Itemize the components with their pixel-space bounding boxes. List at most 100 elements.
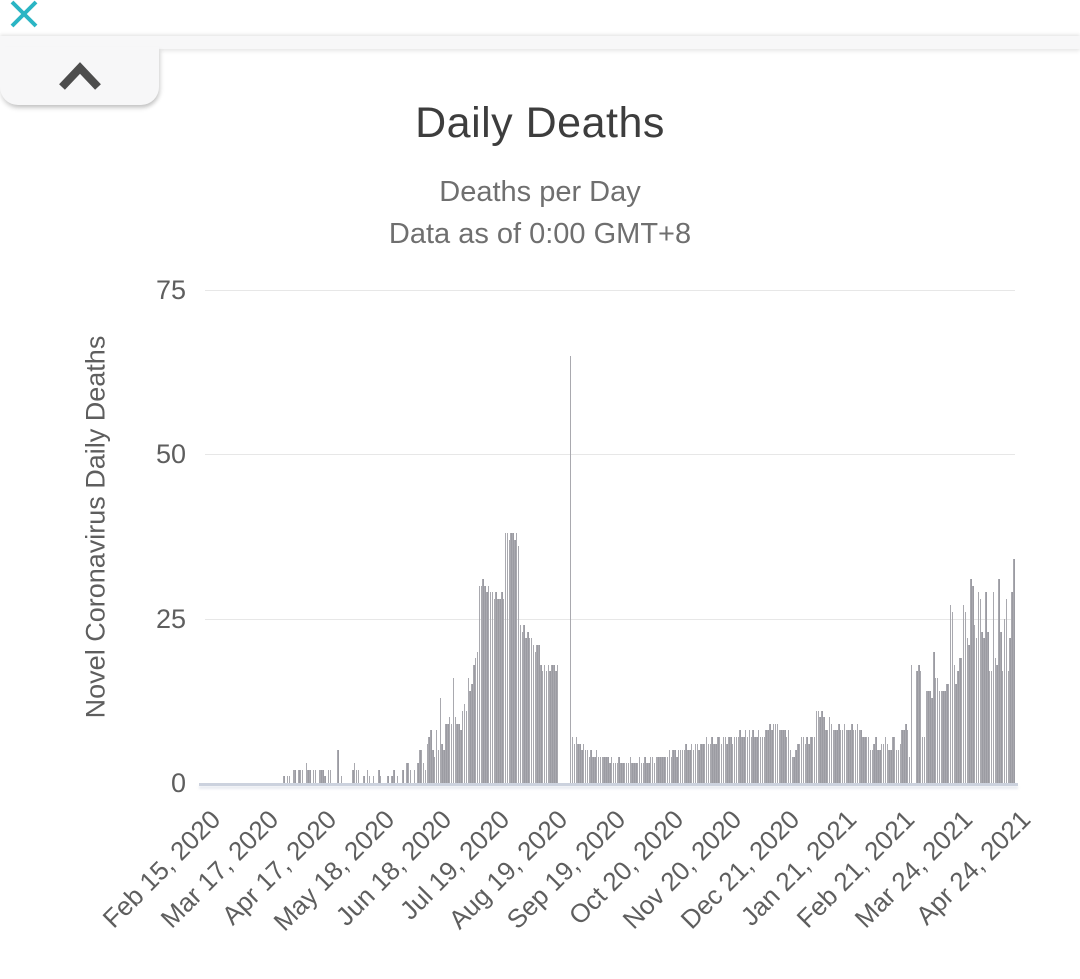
y-tick-label-75: 75 bbox=[155, 274, 186, 305]
bar bbox=[467, 677, 469, 783]
bar bbox=[363, 776, 365, 783]
bar bbox=[990, 671, 993, 783]
bar bbox=[596, 750, 598, 783]
bar bbox=[506, 533, 509, 783]
bar bbox=[497, 598, 499, 783]
bar bbox=[616, 763, 618, 783]
bar bbox=[797, 743, 799, 783]
bar bbox=[696, 743, 699, 783]
bar bbox=[450, 723, 453, 783]
bar bbox=[737, 737, 739, 783]
bar bbox=[329, 769, 332, 783]
bar bbox=[934, 677, 937, 783]
bar bbox=[988, 671, 991, 783]
bar bbox=[592, 756, 594, 783]
bar bbox=[508, 539, 510, 783]
bar bbox=[957, 671, 959, 783]
bar bbox=[946, 684, 948, 783]
bar bbox=[791, 756, 793, 783]
bar bbox=[921, 737, 924, 783]
bar bbox=[718, 737, 721, 783]
bar bbox=[681, 750, 684, 783]
bar bbox=[327, 769, 330, 783]
bar bbox=[705, 737, 708, 783]
bar bbox=[434, 756, 436, 783]
bar bbox=[819, 717, 821, 783]
bar bbox=[903, 730, 905, 783]
bar bbox=[609, 763, 611, 783]
bar bbox=[966, 638, 969, 783]
bar bbox=[830, 723, 833, 783]
close-x-glyph bbox=[10, 0, 38, 28]
bar bbox=[899, 743, 901, 783]
bar bbox=[573, 743, 576, 783]
bar bbox=[799, 743, 801, 783]
bar bbox=[437, 750, 440, 783]
bar bbox=[407, 763, 410, 783]
bar bbox=[977, 592, 980, 783]
bar bbox=[972, 585, 974, 783]
y-tick-label-25: 25 bbox=[155, 603, 186, 634]
bar bbox=[473, 664, 475, 783]
bar bbox=[745, 730, 747, 783]
bar bbox=[711, 737, 713, 783]
collapse-tab[interactable] bbox=[0, 47, 159, 105]
bar bbox=[635, 763, 637, 783]
bar bbox=[838, 723, 840, 783]
bar bbox=[607, 756, 609, 783]
bar bbox=[430, 730, 432, 783]
bar bbox=[886, 743, 888, 783]
bar bbox=[860, 730, 862, 783]
bar bbox=[951, 612, 954, 783]
bar bbox=[756, 737, 758, 783]
bar bbox=[579, 743, 581, 783]
bar bbox=[1007, 671, 1009, 783]
bar bbox=[664, 756, 667, 783]
bar bbox=[489, 592, 492, 783]
bar bbox=[286, 776, 289, 783]
bar bbox=[670, 756, 672, 783]
bar bbox=[614, 763, 617, 783]
bar bbox=[426, 743, 429, 783]
bar bbox=[866, 737, 868, 783]
bar bbox=[802, 737, 805, 783]
bar bbox=[584, 750, 587, 783]
bar bbox=[653, 763, 656, 783]
bar bbox=[845, 730, 847, 783]
bar bbox=[692, 750, 695, 783]
bar bbox=[432, 750, 434, 783]
bar bbox=[288, 776, 291, 783]
bar bbox=[642, 763, 645, 783]
bar bbox=[759, 737, 762, 783]
bar bbox=[413, 769, 415, 783]
x-axis-line bbox=[199, 783, 1018, 786]
bar bbox=[627, 763, 630, 783]
bar bbox=[529, 638, 531, 783]
close-icon[interactable] bbox=[9, 0, 39, 28]
bar bbox=[916, 671, 918, 783]
bar bbox=[730, 737, 732, 783]
bar bbox=[456, 723, 458, 783]
gridline-25 bbox=[205, 618, 1015, 620]
bar bbox=[735, 737, 738, 783]
bar bbox=[920, 671, 922, 783]
bar bbox=[962, 605, 965, 783]
bar bbox=[810, 737, 812, 783]
bar bbox=[352, 769, 354, 783]
bar bbox=[538, 644, 540, 783]
bar bbox=[931, 697, 933, 783]
bar bbox=[880, 743, 883, 783]
bar bbox=[612, 763, 615, 783]
bar bbox=[875, 737, 877, 783]
bar bbox=[890, 750, 892, 783]
bar bbox=[577, 743, 579, 783]
bar bbox=[918, 664, 920, 783]
bar bbox=[530, 638, 533, 783]
bar bbox=[936, 677, 939, 783]
bar bbox=[823, 717, 825, 783]
bar bbox=[499, 598, 501, 783]
bar bbox=[543, 664, 546, 783]
bar bbox=[435, 730, 438, 783]
bar bbox=[448, 717, 451, 783]
bar bbox=[825, 730, 827, 783]
